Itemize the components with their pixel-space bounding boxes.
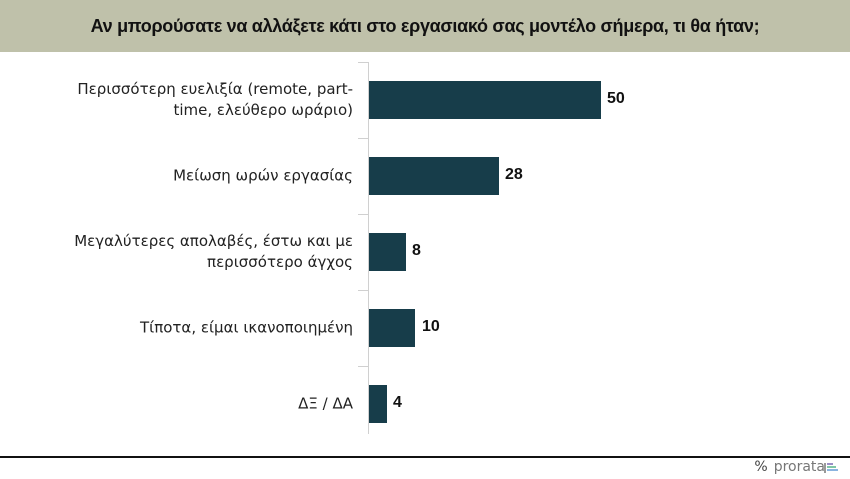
- category-label: Μείωση ωρών εργασίας: [173, 166, 353, 185]
- bar-row: Τίποτα, είμαι ικανοποιημένη 10: [0, 290, 850, 366]
- chart-title: Αν μπορούσατε να αλλάξετε κάτι στο εργασ…: [90, 15, 760, 36]
- axis-tick: [358, 62, 368, 63]
- category-label: Μεγαλύτερες απολαβές, έστω και με περισσό…: [74, 232, 353, 271]
- title-bar: Αν μπορούσατε να αλλάξετε κάτι στο εργασ…: [0, 0, 850, 52]
- axis-tick: [358, 138, 368, 139]
- prorata-logo: % prorata: [754, 459, 838, 475]
- bar-row: Περισσότερη ευελιξία (remote, part-time,…: [0, 62, 850, 138]
- axis-tick: [358, 290, 368, 291]
- bar: [369, 309, 415, 347]
- category-label: Τίποτα, είμαι ικανοποιημένη: [139, 318, 353, 337]
- bar-row: Μείωση ωρών εργασίας 28: [0, 138, 850, 214]
- logo-text: prorata: [773, 459, 825, 475]
- footer-divider: [0, 456, 850, 458]
- data-label: 8: [412, 242, 421, 259]
- logo-bars-icon: [824, 463, 838, 473]
- axis-tick: [358, 214, 368, 215]
- data-label: 10: [422, 318, 440, 335]
- bar: [369, 385, 387, 423]
- category-label: Περισσότερη ευελιξία (remote, part-time,…: [77, 80, 353, 119]
- bar: [369, 233, 406, 271]
- data-label: 28: [505, 166, 523, 183]
- percent-icon: %: [754, 459, 768, 475]
- bar: [369, 81, 601, 119]
- data-label: 4: [393, 394, 402, 411]
- category-axis: [368, 62, 369, 434]
- data-label: 50: [607, 90, 625, 107]
- bar-row: Μεγαλύτερες απολαβές, έστω και με περισσό…: [0, 214, 850, 290]
- axis-tick: [358, 366, 368, 367]
- bar: [369, 157, 499, 195]
- bar-row: ΔΞ / ΔΑ 4: [0, 366, 850, 442]
- category-label: ΔΞ / ΔΑ: [298, 394, 353, 413]
